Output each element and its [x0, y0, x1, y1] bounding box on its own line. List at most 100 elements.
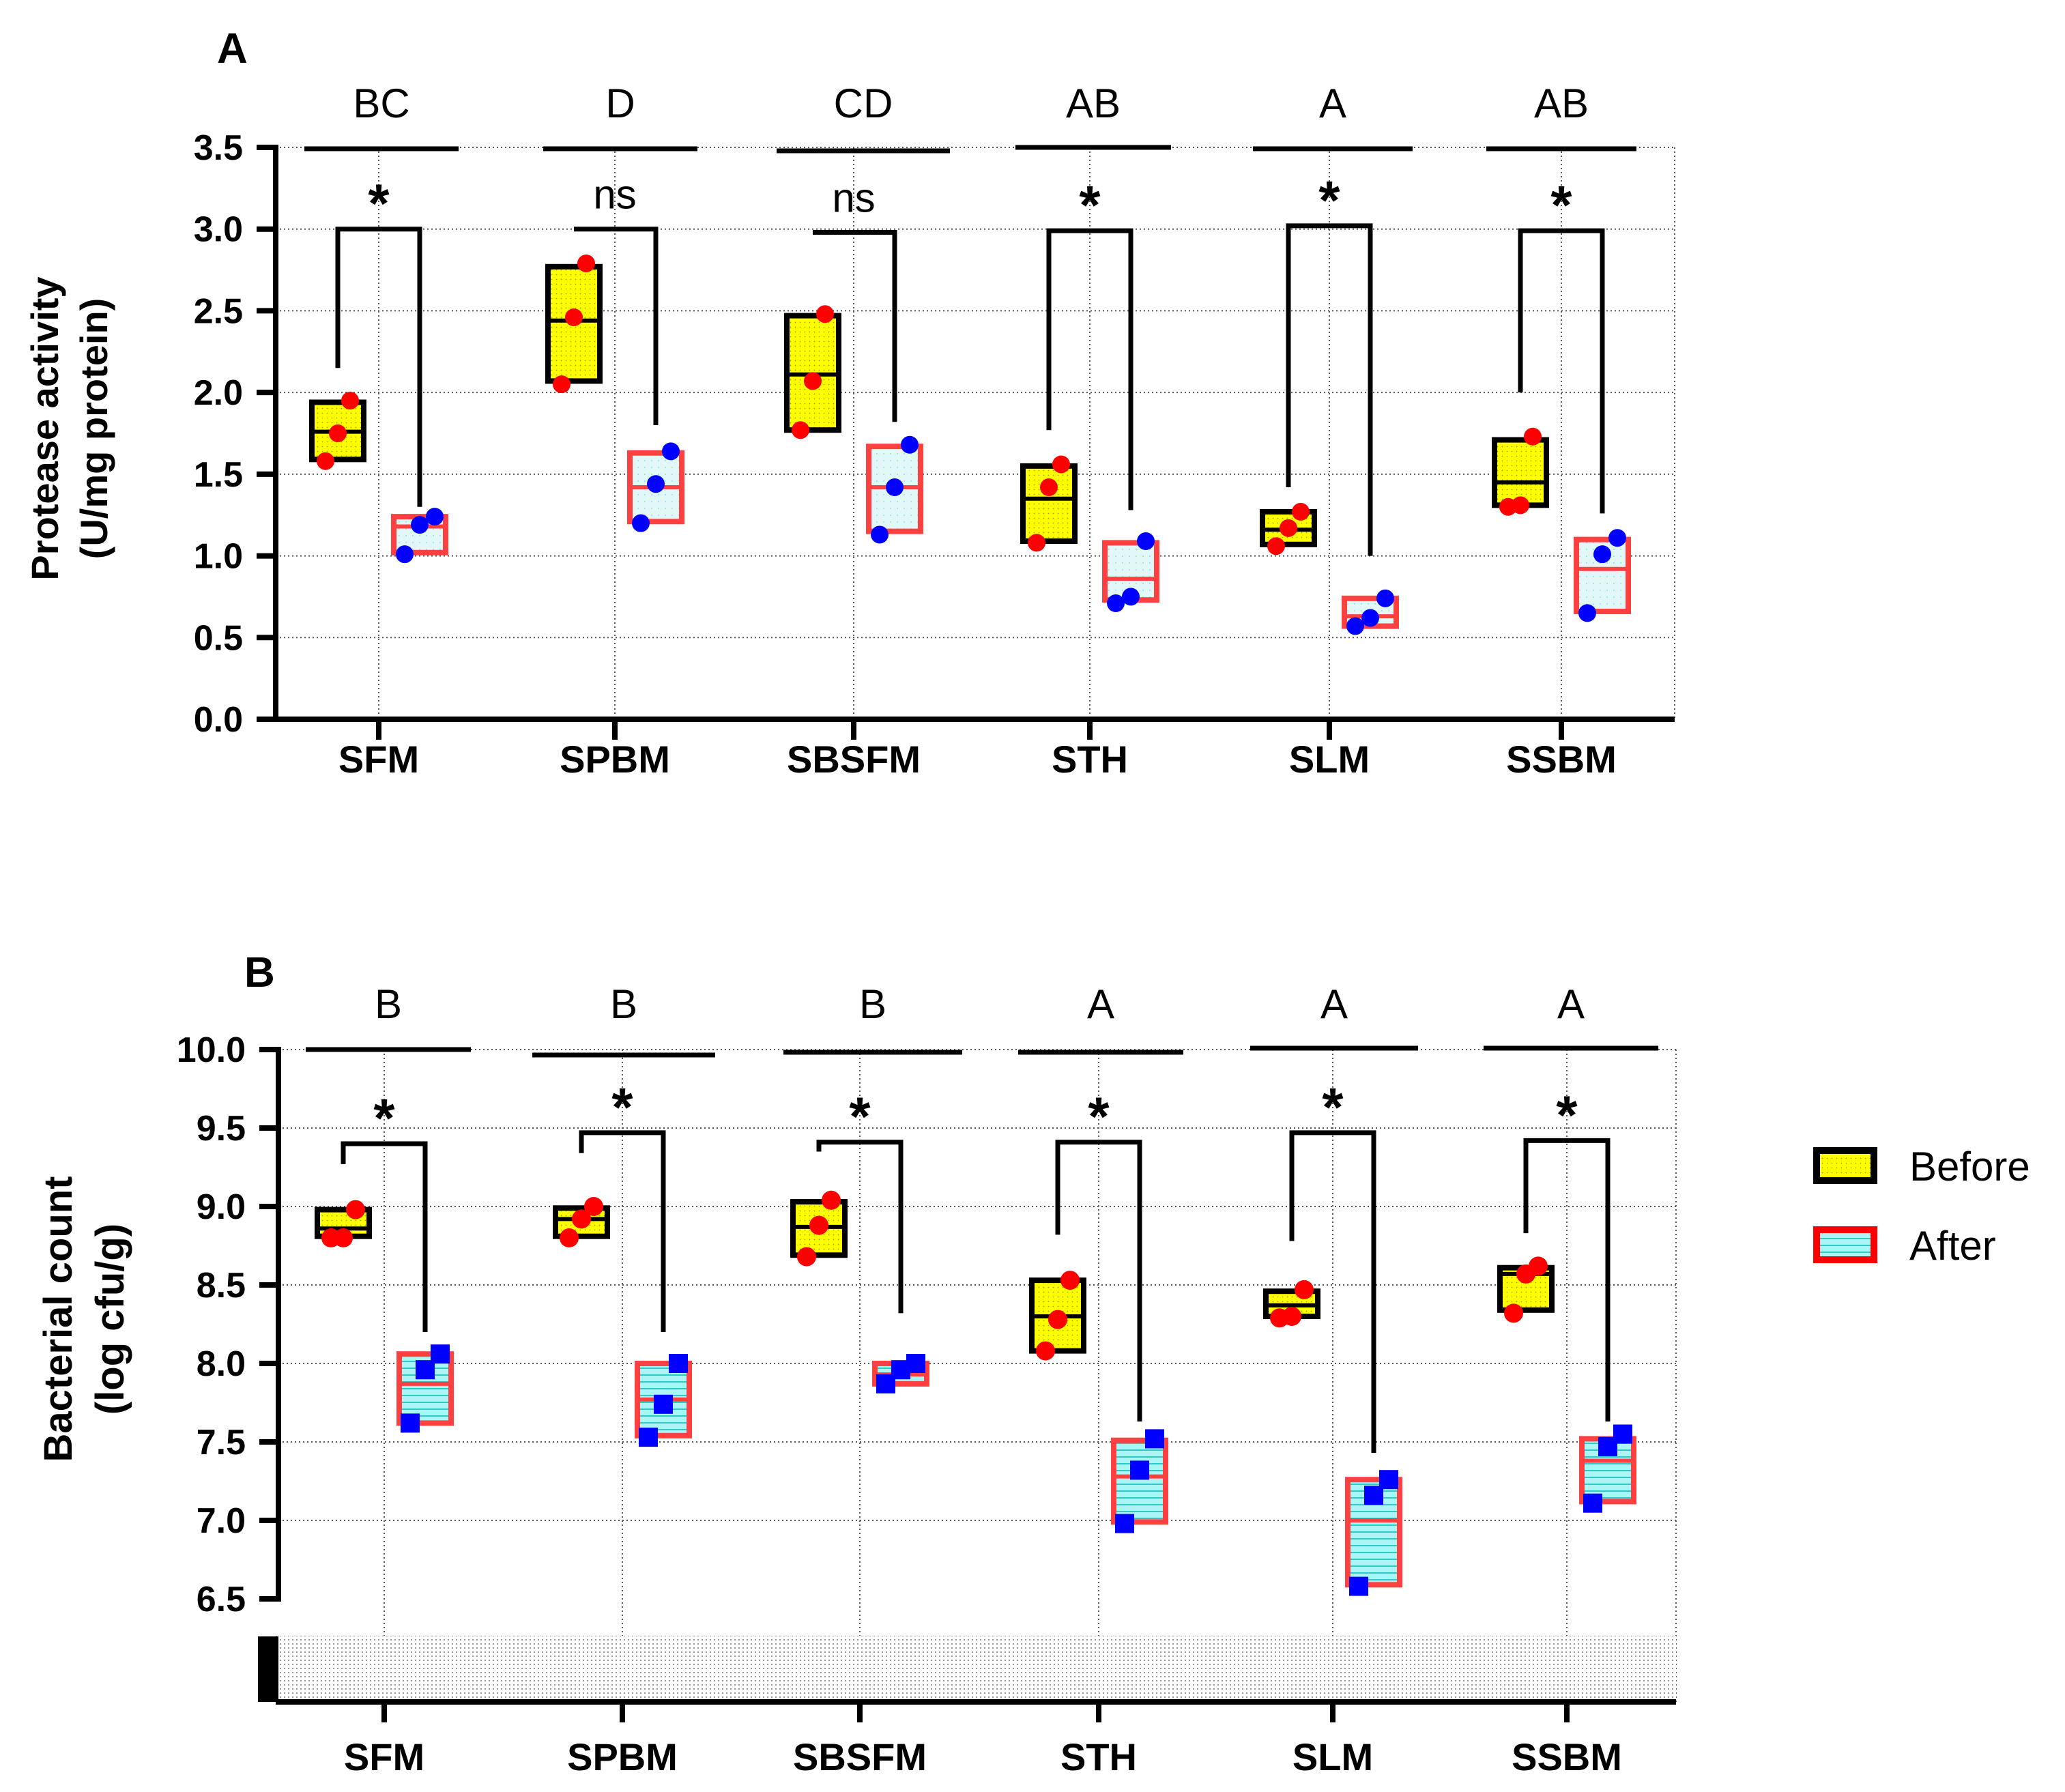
y-tick-label: 0.0 [194, 700, 243, 740]
point-after [1145, 1429, 1164, 1449]
point-before [346, 1200, 365, 1219]
legend-label-before: Before [1909, 1144, 2030, 1189]
point-before [1512, 496, 1529, 515]
significance-bracket [579, 1130, 666, 1332]
point-before [1048, 1310, 1067, 1329]
significance-label: * [1550, 175, 1572, 235]
point-before [560, 1228, 579, 1247]
point-before [341, 392, 359, 410]
y-tick-label: 8.5 [197, 1266, 246, 1305]
point-after [886, 478, 904, 497]
axes [276, 1047, 1676, 1705]
group-sbsfm: CD ns [777, 81, 950, 544]
group-letter: B [610, 981, 637, 1027]
point-after [871, 525, 889, 544]
point-before [572, 1209, 591, 1229]
significance-bracket [335, 227, 422, 507]
y-axis-label: Protease activity (U/mg protein) [23, 276, 115, 580]
legend-item-after: After [1813, 1223, 1996, 1269]
point-before [804, 372, 822, 390]
x-ticks: SFM SPBM SBSFM STH SLM SSBM [344, 1702, 1622, 1778]
y-tick-label: 2.0 [194, 373, 243, 413]
point-before [1524, 427, 1542, 446]
x-tick-label: SBSFM [787, 738, 921, 781]
point-after [632, 514, 650, 532]
point-before [1504, 1303, 1523, 1323]
group-letter: D [605, 81, 635, 126]
point-after [1107, 594, 1125, 613]
grid [278, 1049, 1677, 1702]
group-letter: BC [353, 81, 409, 126]
y-axis-label-line1: Bacterial count [36, 1176, 81, 1462]
group-ssbm: AB * [1486, 81, 1636, 622]
legend-swatch-after [1813, 1226, 1877, 1263]
point-before [317, 452, 334, 470]
significance-bracket [1523, 1138, 1611, 1422]
point-before [797, 1247, 816, 1267]
point-after [1130, 1460, 1149, 1480]
y-tick-label: 9.0 [197, 1187, 246, 1227]
y-tick-label: 7.0 [197, 1501, 246, 1541]
group-ssbm: A* [1484, 981, 1658, 1513]
y-tick-label: 0.5 [194, 618, 243, 658]
significance-bracket [1055, 1140, 1142, 1422]
axes [273, 145, 1675, 722]
significance-label: * [611, 1077, 633, 1138]
point-before [1036, 1341, 1055, 1361]
point-before [1529, 1256, 1548, 1276]
significance-label: * [1079, 175, 1101, 235]
x-tick-label: SLM [1293, 1735, 1373, 1778]
significance-bracket [813, 230, 897, 422]
significance-bracket [1289, 1130, 1376, 1454]
x-tick-label: SBSFM [793, 1735, 927, 1778]
point-before [1052, 455, 1070, 474]
point-after [647, 475, 665, 493]
group-letter: A [1557, 981, 1585, 1027]
point-after [1578, 604, 1596, 622]
x-tick-label: SSBM [1506, 738, 1617, 781]
point-after [1349, 1576, 1368, 1596]
box-before [1020, 463, 1078, 545]
group-spbm: B* [532, 981, 715, 1447]
y-tick-label: 3.5 [194, 128, 243, 168]
groups: B*B*B*A*A*A* [306, 981, 1658, 1596]
group-letter: A [1320, 981, 1348, 1027]
point-before [577, 254, 595, 272]
panel-b: B 6.5 7.0 7.5 8.0 8.5 9.0 9.5 10.0 SFM SPBM SBSFM… [36, 949, 1677, 1778]
group-letter: AB [1534, 81, 1589, 126]
point-after [1593, 545, 1611, 564]
point-after [901, 435, 919, 454]
grid [276, 147, 1675, 719]
group-sfm: BC * [304, 81, 459, 564]
group-sth: AB * [1015, 81, 1171, 613]
point-after [906, 1354, 925, 1373]
y-tick-label: 8.0 [197, 1344, 246, 1384]
group-sth: A* [1018, 981, 1183, 1533]
point-before [553, 375, 571, 394]
point-after [396, 545, 414, 564]
significance-label: * [373, 1088, 395, 1148]
panel-label-a: A [217, 25, 248, 72]
x-tick-label: STH [1060, 1735, 1137, 1778]
group-sbsfm: B* [783, 981, 962, 1393]
point-before [1282, 1307, 1301, 1326]
y-axis-label: Bacterial count (log cfu/g) [36, 1176, 132, 1462]
group-spbm: Dns [543, 81, 697, 532]
group-letter: B [859, 981, 886, 1027]
significance-label: * [1318, 170, 1340, 231]
x-ticks: SFM SPBM SBSFM STH SLM SSBM [338, 719, 1617, 781]
y-ticks: 6.5 7.0 7.5 8.0 8.5 9.0 9.5 10.0 [177, 1030, 278, 1619]
y-axis-label-line2: (log cfu/g) [88, 1224, 132, 1415]
box-before [1492, 437, 1549, 508]
x-tick-label: SFM [338, 738, 419, 781]
group-sfm: B* [306, 981, 471, 1433]
y-axis-label-line1: Protease activity [23, 276, 66, 580]
point-before [822, 1190, 841, 1210]
point-after [1115, 1514, 1134, 1533]
point-after [411, 516, 429, 534]
point-after [1608, 529, 1626, 547]
point-before [329, 424, 347, 442]
point-after [1379, 1470, 1398, 1490]
y-tick-label: 1.0 [194, 537, 243, 577]
